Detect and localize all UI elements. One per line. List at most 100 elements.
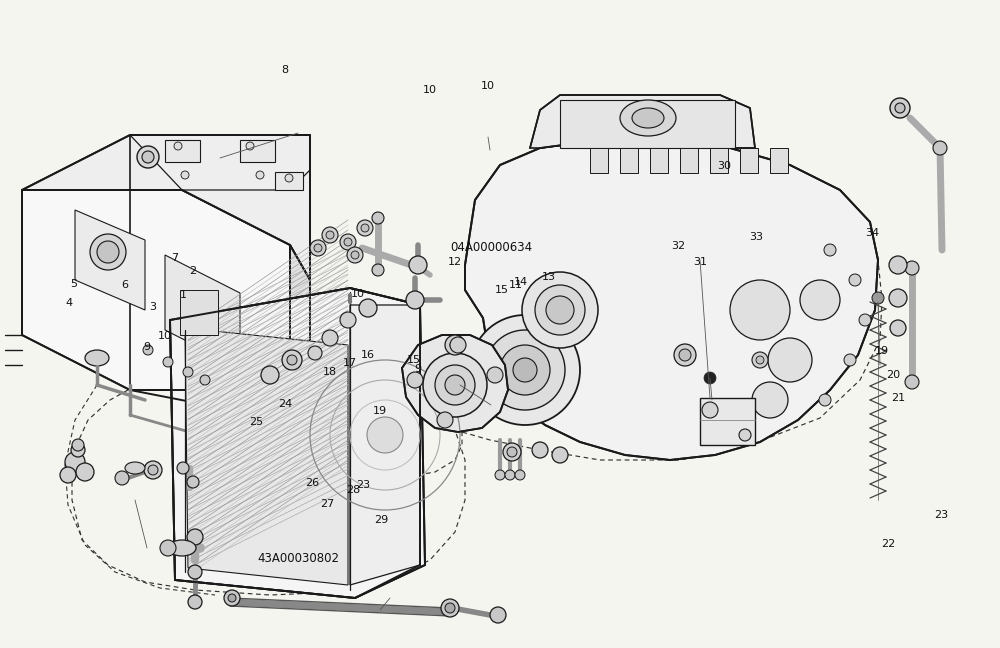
Circle shape bbox=[340, 312, 356, 328]
Circle shape bbox=[285, 174, 293, 182]
Circle shape bbox=[322, 227, 338, 243]
Text: 26: 26 bbox=[305, 478, 319, 489]
Text: 21: 21 bbox=[891, 393, 905, 403]
Text: 18: 18 bbox=[323, 367, 337, 377]
Circle shape bbox=[71, 443, 85, 457]
Circle shape bbox=[752, 382, 788, 418]
Circle shape bbox=[142, 151, 154, 163]
Circle shape bbox=[507, 447, 517, 457]
Circle shape bbox=[326, 231, 334, 239]
Bar bbox=[275, 172, 303, 190]
Circle shape bbox=[407, 372, 423, 388]
Text: 14: 14 bbox=[514, 277, 528, 287]
Circle shape bbox=[187, 476, 199, 488]
Circle shape bbox=[137, 146, 159, 168]
Circle shape bbox=[90, 234, 126, 270]
Text: 10: 10 bbox=[423, 85, 437, 95]
Circle shape bbox=[308, 346, 322, 360]
Circle shape bbox=[890, 98, 910, 118]
Polygon shape bbox=[700, 398, 755, 445]
Circle shape bbox=[409, 256, 427, 274]
Circle shape bbox=[513, 358, 537, 382]
Circle shape bbox=[470, 315, 580, 425]
Polygon shape bbox=[165, 255, 240, 368]
Bar bbox=[680, 148, 698, 173]
Circle shape bbox=[819, 394, 831, 406]
Bar bbox=[710, 148, 728, 173]
Circle shape bbox=[187, 529, 203, 545]
Bar bbox=[240, 140, 275, 162]
Circle shape bbox=[340, 234, 356, 250]
Bar bbox=[180, 290, 218, 335]
Circle shape bbox=[752, 352, 768, 368]
Circle shape bbox=[503, 443, 521, 461]
Text: 15: 15 bbox=[407, 355, 421, 365]
Circle shape bbox=[357, 220, 373, 236]
Polygon shape bbox=[290, 245, 310, 425]
Text: 29: 29 bbox=[374, 515, 388, 525]
Text: 23: 23 bbox=[934, 509, 948, 520]
Circle shape bbox=[730, 280, 790, 340]
Circle shape bbox=[344, 238, 352, 246]
Ellipse shape bbox=[632, 108, 664, 128]
Circle shape bbox=[515, 470, 525, 480]
Text: 19: 19 bbox=[875, 346, 889, 356]
Circle shape bbox=[704, 372, 716, 384]
Polygon shape bbox=[402, 335, 508, 432]
Circle shape bbox=[115, 471, 129, 485]
Text: 1: 1 bbox=[180, 290, 186, 300]
Circle shape bbox=[445, 335, 465, 355]
Text: 7: 7 bbox=[171, 253, 179, 263]
Text: 5: 5 bbox=[70, 279, 78, 289]
Circle shape bbox=[905, 261, 919, 275]
Text: 15: 15 bbox=[495, 285, 509, 295]
Text: 2: 2 bbox=[189, 266, 197, 276]
Text: 31: 31 bbox=[693, 257, 707, 267]
Circle shape bbox=[314, 244, 322, 252]
Ellipse shape bbox=[620, 100, 676, 136]
Circle shape bbox=[889, 289, 907, 307]
Ellipse shape bbox=[168, 540, 196, 556]
Text: 10: 10 bbox=[481, 81, 495, 91]
Text: 12: 12 bbox=[448, 257, 462, 267]
Bar bbox=[740, 148, 758, 173]
Polygon shape bbox=[350, 305, 420, 585]
Circle shape bbox=[177, 462, 189, 474]
Circle shape bbox=[445, 375, 465, 395]
Circle shape bbox=[756, 356, 764, 364]
Ellipse shape bbox=[125, 462, 145, 474]
Text: 20: 20 bbox=[886, 369, 900, 380]
Text: 22: 22 bbox=[881, 539, 895, 550]
Circle shape bbox=[287, 355, 297, 365]
Circle shape bbox=[895, 103, 905, 113]
Bar bbox=[590, 148, 608, 173]
Circle shape bbox=[546, 296, 574, 324]
Circle shape bbox=[361, 224, 369, 232]
Circle shape bbox=[347, 247, 363, 263]
Bar bbox=[620, 148, 638, 173]
Circle shape bbox=[859, 314, 871, 326]
Circle shape bbox=[890, 320, 906, 336]
Bar bbox=[560, 100, 735, 148]
Circle shape bbox=[72, 439, 84, 451]
Circle shape bbox=[76, 463, 94, 481]
Circle shape bbox=[739, 429, 751, 441]
Text: 4: 4 bbox=[65, 298, 73, 308]
Circle shape bbox=[310, 240, 326, 256]
Text: 28: 28 bbox=[346, 485, 360, 495]
Circle shape bbox=[423, 353, 487, 417]
Circle shape bbox=[60, 467, 76, 483]
Circle shape bbox=[552, 447, 568, 463]
Circle shape bbox=[282, 350, 302, 370]
Circle shape bbox=[359, 299, 377, 317]
Text: 11: 11 bbox=[509, 280, 523, 290]
Bar bbox=[650, 148, 668, 173]
Polygon shape bbox=[465, 140, 878, 460]
Circle shape bbox=[200, 375, 210, 385]
Circle shape bbox=[445, 603, 455, 613]
Circle shape bbox=[163, 357, 173, 367]
Circle shape bbox=[367, 417, 403, 453]
Text: 16: 16 bbox=[361, 350, 375, 360]
Circle shape bbox=[485, 330, 565, 410]
Text: 3: 3 bbox=[150, 302, 156, 312]
